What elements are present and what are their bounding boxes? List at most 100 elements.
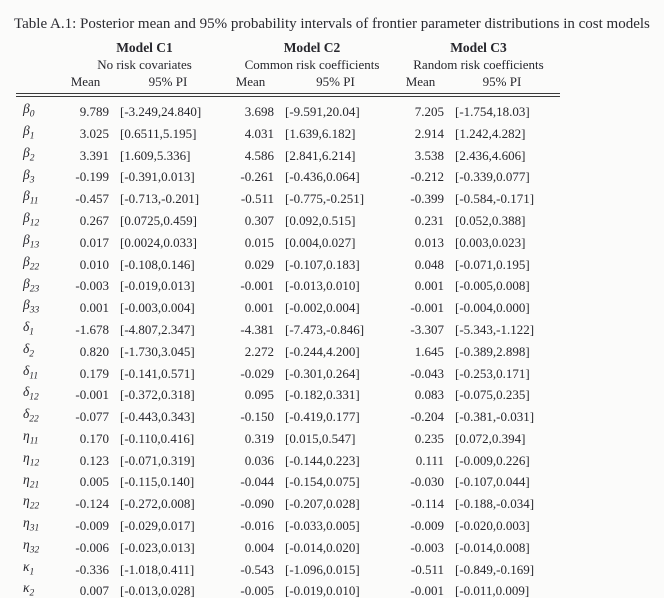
greek-symbol: β [23,297,30,313]
pi-value: [-3.249,24.840] [120,104,202,120]
pi-value: [-0.013,0.028] [120,583,195,598]
subscript: 12 [29,218,40,229]
pi-value: [0.015,0.547] [285,430,356,446]
param-label: η31 [16,515,62,537]
pi-value: [-0.419,0.177] [285,409,360,425]
mean-value: 0.013 [414,234,444,250]
pi-value: [-0.443,0.343] [120,409,195,425]
mean-value: 0.001 [79,300,109,316]
table-row: κ1 -0.336 [-1.018,0.411] -0.543 [-1.096,0.01… [16,559,560,581]
pi-value: [-9.591,20.04] [285,104,360,120]
greek-symbol: η [23,449,30,465]
greek-symbol: β [23,123,30,139]
mean-value: -0.457 [75,191,109,207]
mean-column-header: Mean [62,73,109,98]
mean-value: 3.538 [414,147,444,163]
mean-value: 0.036 [244,452,274,468]
mean-value: 0.007 [79,583,109,598]
pi-value: [0.072,0.394] [455,430,526,446]
pi-value: [0.004,0.027] [285,234,356,250]
greek-symbol: β [23,188,30,204]
pi-value: [-7.473,-0.846] [285,321,365,337]
table-row: β1 3.025 [0.6511,5.195] 4.031 [1.639,6.182] 2… [16,123,560,145]
mean-value: -0.001 [410,583,444,598]
model-c1-subtitle: No risk covariates [97,57,192,73]
pi-value: [0.0725,0.459] [120,213,197,229]
mean-value: 0.123 [79,452,109,468]
param-label: β11 [16,188,62,210]
pi-value: [-0.141,0.571] [120,365,195,381]
mean-value: -0.009 [75,517,109,533]
pi-value: [-0.020,0.003] [455,517,530,533]
pi-value: [-0.391,0.013] [120,169,195,185]
pi-value: [0.003,0.023] [455,234,526,250]
pi-value: [-0.005,0.008] [455,278,530,294]
pi-value: [-0.002,0.004] [285,300,360,316]
table-row: κ2 0.007 [-0.013,0.028] -0.005 [-0.019,0.010… [16,580,560,598]
greek-symbol: δ [23,362,30,378]
greek-symbol: β [23,166,30,182]
subscript: 1 [29,567,35,578]
table-row: η21 0.005 [-0.115,0.140] -0.044 [-0.154,0.07… [16,472,560,494]
mean-value: 0.010 [79,256,109,272]
table-row: β13 0.017 [0.0024,0.033] 0.015 [0.004,0.027]… [16,232,560,254]
table-row: η11 0.170 [-0.110,0.416] 0.319 [0.015,0.547]… [16,428,560,450]
pi-column-header: 95% PI [444,73,560,98]
pi-value: [-0.272,0.008] [120,496,195,512]
subscript: 2 [29,349,35,360]
pi-value: [-0.108,0.146] [120,256,195,272]
subscript: 21 [29,480,40,491]
subscript: 32 [29,545,40,556]
pi-value: [-0.003,0.004] [120,300,195,316]
pi-value: [1.242,4.282] [455,125,526,141]
greek-symbol: β [23,101,30,117]
greek-symbol: η [23,493,30,509]
mean-value: -0.044 [240,474,274,490]
pi-value: [0.052,0.388] [455,213,526,229]
mean-column-header: Mean [227,73,274,98]
table-row: η12 0.123 [-0.071,0.319] 0.036 [-0.144,0.223… [16,450,560,472]
subscript: 2 [29,153,35,164]
mean-value: 3.698 [244,104,274,120]
mean-value: -0.001 [410,300,444,316]
param-label: β13 [16,232,62,254]
model-c1-header: Model C1 [116,40,173,56]
table-row: β33 0.001 [-0.003,0.004] 0.001 [-0.002,0.004… [16,297,560,319]
param-label: β1 [16,123,62,145]
greek-symbol: β [23,253,30,269]
corner-cell [16,56,62,73]
param-label: β22 [16,254,62,276]
mean-value: -0.043 [410,365,444,381]
param-label: β33 [16,297,62,319]
pi-value: [-0.019,0.013] [120,278,195,294]
mean-value: -4.381 [240,321,274,337]
pi-value: [-0.713,-0.201] [120,191,200,207]
mean-value: 0.083 [414,387,444,403]
table-row: β11 -0.457 [-0.713,-0.201] -0.511 [-0.775,-0… [16,188,560,210]
pi-value: [-0.014,0.008] [455,539,530,555]
mean-value: 1.645 [414,343,444,359]
pi-value: [-1.096,0.015] [285,561,360,577]
pi-value: [-0.019,0.010] [285,583,360,598]
mean-value: 3.391 [79,147,109,163]
mean-value: 9.789 [79,104,109,120]
pi-value: [2.841,6.214] [285,147,356,163]
pi-value: [-0.144,0.223] [285,452,360,468]
mean-value: 0.111 [415,452,444,468]
mean-value: 4.586 [244,147,274,163]
mean-value: -0.090 [240,496,274,512]
subscript: 11 [29,371,39,382]
pi-value: [-0.011,0.009] [455,583,530,598]
mean-value: -0.005 [240,583,274,598]
mean-value: 4.031 [244,125,274,141]
table-row: δ22 -0.077 [-0.443,0.343] -0.150 [-0.419,0.1… [16,406,560,428]
subscript: 23 [29,284,40,295]
greek-symbol: η [23,471,30,487]
param-label: β0 [16,95,62,123]
mean-column-header: Mean [397,73,444,98]
pi-value: [-0.110,0.416] [120,430,195,446]
mean-value: -0.029 [240,365,274,381]
mean-value: 0.015 [244,234,274,250]
pi-value: [-1.754,18.03] [455,104,530,120]
